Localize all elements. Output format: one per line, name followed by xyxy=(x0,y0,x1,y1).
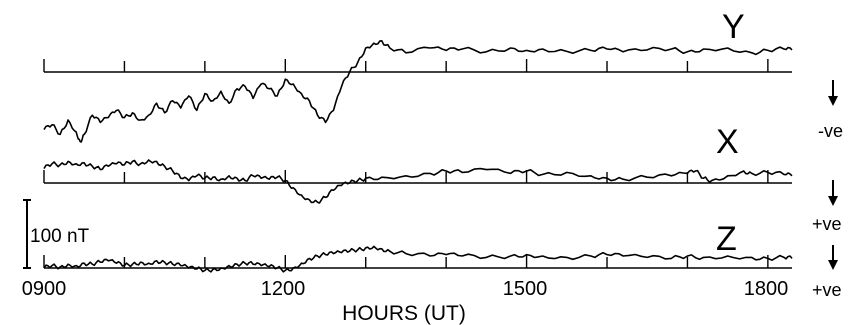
series-line-z xyxy=(43,245,793,273)
x-tick-label: 1800 xyxy=(744,278,789,300)
direction-label-z: +ve xyxy=(812,280,842,300)
scale-bar-label: 100 nT xyxy=(30,226,90,247)
x-tick-label: 1500 xyxy=(503,278,548,300)
series-line-y xyxy=(43,40,793,143)
arrow-down-icon xyxy=(828,180,838,206)
series-label-z: Z xyxy=(716,220,737,258)
x-tick-label: 1200 xyxy=(261,278,306,300)
scale-bar xyxy=(23,199,31,269)
x-axis-label: HOURS (UT) xyxy=(342,302,466,325)
arrow-down-icon xyxy=(828,80,838,106)
direction-label-x: +ve xyxy=(812,214,842,234)
arrow-down-icon xyxy=(828,245,838,270)
series-label-x: X xyxy=(716,123,739,161)
series-label-y: Y xyxy=(722,8,745,46)
direction-label-y: -ve xyxy=(818,121,843,141)
trace-group xyxy=(43,40,793,273)
series-line-x xyxy=(43,159,793,204)
axis-group xyxy=(43,59,792,269)
x-tick-label: 0900 xyxy=(22,278,67,300)
